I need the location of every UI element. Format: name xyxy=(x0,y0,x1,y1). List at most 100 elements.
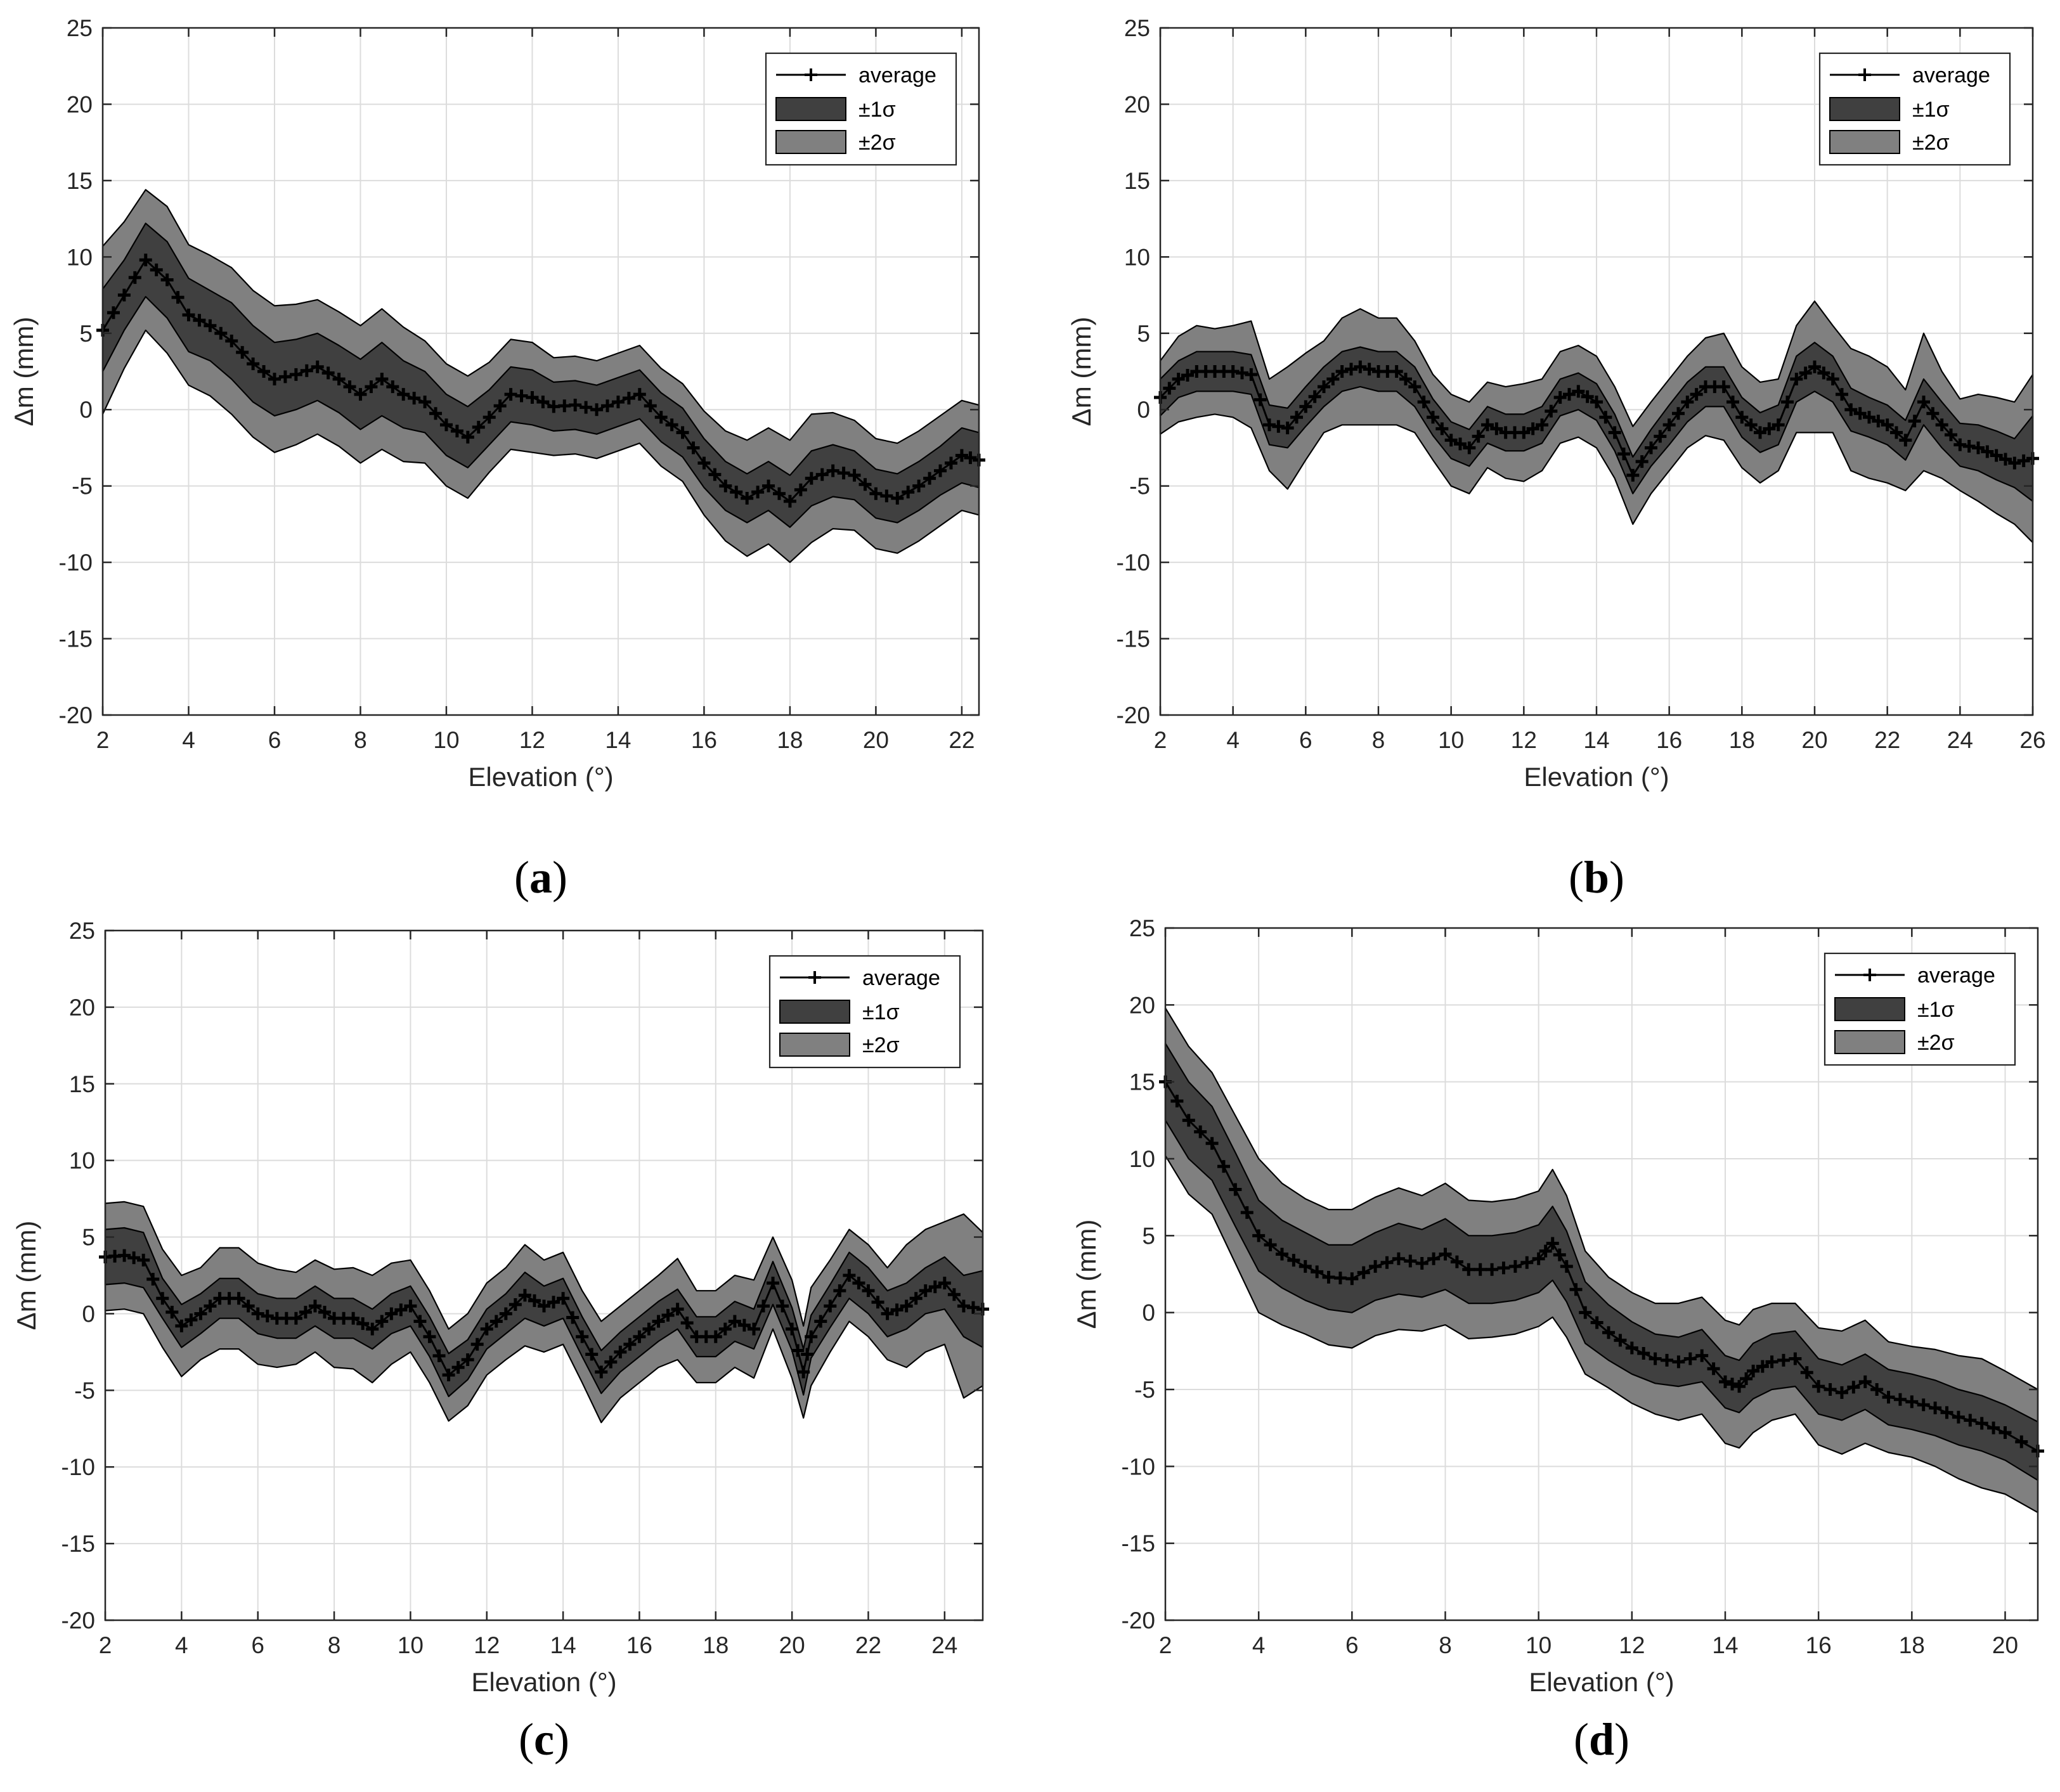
average-marker xyxy=(934,464,947,477)
average-marker xyxy=(1311,1265,1324,1279)
legend-sigma1-label: ±1σ xyxy=(858,98,896,122)
average-marker xyxy=(557,1292,570,1305)
y-tick-label: -5 xyxy=(74,1377,95,1403)
average-marker xyxy=(623,1338,637,1351)
x-tick-label: 12 xyxy=(519,727,545,753)
average-marker xyxy=(815,468,829,481)
average-marker xyxy=(1217,1160,1230,1173)
average-marker xyxy=(902,486,915,499)
average-marker xyxy=(611,396,625,409)
average-marker xyxy=(1299,400,1312,413)
average-marker xyxy=(1253,393,1267,406)
average-marker xyxy=(871,1296,884,1309)
panel-a: 2 4 6 8 10 12 14 16 18 20 22 -20 -15 -10 -5 0 5 10 15 20 25 E… xyxy=(9,15,985,903)
average-marker xyxy=(299,1306,312,1319)
y-tick-label: 5 xyxy=(1137,321,1150,347)
average-marker xyxy=(1990,449,2003,462)
x-tick-label: 18 xyxy=(1729,727,1755,753)
y-tick-label: 25 xyxy=(69,918,95,944)
average-marker xyxy=(1756,1360,1769,1373)
average-marker xyxy=(1408,380,1422,394)
average-marker xyxy=(1454,437,1467,451)
x-tick-label: 10 xyxy=(433,727,459,753)
average-marker xyxy=(1945,428,1957,441)
average-marker xyxy=(1275,1247,1288,1261)
y-tick-label: -15 xyxy=(62,1531,95,1557)
average-marker xyxy=(1747,1364,1760,1377)
average-marker xyxy=(762,479,775,493)
average-marker xyxy=(171,291,185,304)
average-marker xyxy=(1824,1383,1837,1396)
average-marker xyxy=(757,1299,770,1313)
caption-letter: c xyxy=(534,1714,554,1765)
x-tick-label: 4 xyxy=(1252,1632,1266,1658)
average-marker xyxy=(843,1269,856,1282)
average-marker xyxy=(1318,380,1330,394)
x-tick-label: 2 xyxy=(1154,727,1167,753)
average-marker xyxy=(470,1338,484,1351)
legend-sigma1-swatch xyxy=(779,1000,850,1024)
y-tick-label: 5 xyxy=(1142,1223,1155,1249)
average-marker xyxy=(214,326,228,340)
average-marker xyxy=(165,1306,179,1319)
average-marker xyxy=(891,491,904,505)
average-marker xyxy=(1649,1352,1662,1365)
average-marker xyxy=(1579,1306,1592,1319)
average-marker xyxy=(1608,426,1621,439)
average-marker xyxy=(175,1319,188,1332)
average-marker xyxy=(1526,422,1539,435)
average-marker xyxy=(1427,1252,1441,1265)
average-marker xyxy=(633,1330,646,1343)
average-marker xyxy=(604,1355,618,1369)
average-marker xyxy=(1181,369,1194,382)
average-marker xyxy=(671,1303,684,1316)
average-marker xyxy=(1654,430,1667,443)
x-tick-label: 8 xyxy=(1439,1632,1452,1658)
x-tick-label: 2 xyxy=(99,1632,112,1658)
average-marker xyxy=(499,1307,512,1320)
y-tick-label: 10 xyxy=(1124,244,1150,270)
average-marker xyxy=(1194,1125,1207,1138)
x-tick-label: 8 xyxy=(1372,727,1385,753)
y-tick-label: 10 xyxy=(1129,1146,1155,1172)
legend-sigma2-label: ±2σ xyxy=(1917,1031,1955,1055)
average-marker xyxy=(1881,418,1894,432)
average-marker xyxy=(730,486,743,499)
average-marker xyxy=(1170,1095,1184,1107)
x-tick-label: 14 xyxy=(1583,727,1609,753)
average-marker xyxy=(642,1322,656,1336)
average-marker xyxy=(890,1303,904,1317)
legend-sigma2-swatch xyxy=(779,1033,850,1057)
average-marker xyxy=(580,401,593,414)
average-marker xyxy=(614,1345,627,1358)
average-marker xyxy=(1908,415,1921,428)
average-markers xyxy=(96,254,985,508)
y-tick-label: -5 xyxy=(1129,474,1150,500)
y-tick-label: -20 xyxy=(1122,1608,1155,1634)
caption-paren-close: ) xyxy=(1609,852,1624,903)
average-marker xyxy=(504,388,517,401)
y-tick-label: -10 xyxy=(1117,550,1150,576)
average-marker xyxy=(772,487,786,500)
y-tick-label: 0 xyxy=(1142,1300,1155,1326)
average-marker xyxy=(156,1292,169,1305)
average-marker xyxy=(321,366,335,380)
y-axis-label: Δm (mm) xyxy=(9,317,39,427)
average-marker xyxy=(2008,456,2021,470)
average-marker xyxy=(1890,426,1903,439)
average-marker xyxy=(1333,1272,1347,1285)
legend-average-marker xyxy=(1863,969,1876,981)
x-tick-label: 18 xyxy=(777,727,803,753)
average-marker xyxy=(601,399,614,413)
average-marker xyxy=(1532,1252,1545,1265)
average-marker xyxy=(332,373,346,386)
x-tick-label: 24 xyxy=(931,1632,957,1658)
average-marker xyxy=(1690,388,1703,401)
average-marker xyxy=(862,1284,875,1298)
average-marker xyxy=(566,1311,580,1324)
average-marker xyxy=(805,1330,818,1343)
average-marker xyxy=(193,314,206,327)
average-marker xyxy=(1626,468,1640,482)
average-marker xyxy=(1800,1366,1813,1379)
average-marker xyxy=(805,472,818,485)
